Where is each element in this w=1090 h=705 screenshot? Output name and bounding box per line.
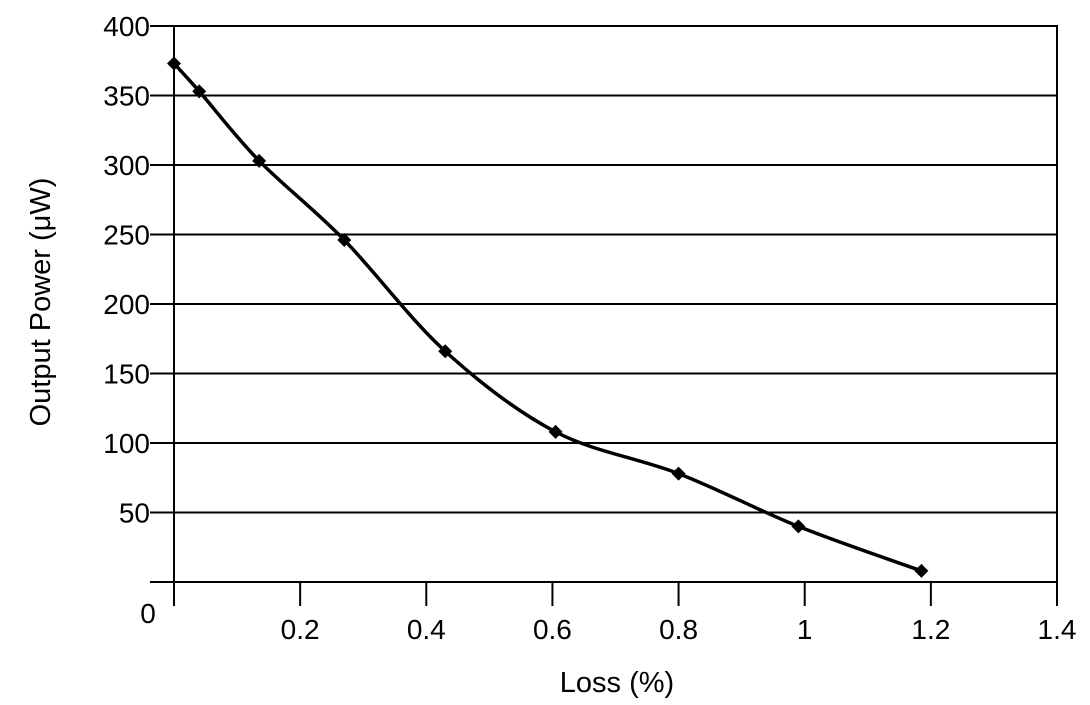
tick-labels: 50 100 150 200 250 300 350 400 0.2 0.4 0.6 0.8 1 1.2 1… [103,11,1076,645]
data-point-0 [167,56,181,71]
x-axis-title: Loss (%) [560,667,674,699]
x-tick-label-0.4: 0.4 [407,614,446,645]
data-point-5 [548,424,563,439]
data-point-4 [438,344,453,359]
x-tick-label-1: 1 [797,614,813,645]
series-0-line [172,62,922,573]
series-line [172,62,922,573]
y-tick-label-350: 350 [103,81,150,112]
data-point-6 [671,466,686,481]
x-tick-label-0.2: 0.2 [281,614,320,645]
origin-tick-label: 0 [140,598,156,629]
y-tick-label-400: 400 [103,11,150,42]
y-tick-label-50: 50 [119,498,150,529]
y-tick-label-150: 150 [103,359,150,390]
y-tick-label-100: 100 [103,428,150,459]
axes [150,25,1058,606]
x-tick-label-0.8: 0.8 [659,614,698,645]
y-tick-label-250: 250 [103,220,150,251]
y-tick-label-200: 200 [103,289,150,320]
data-markers [167,56,929,578]
y-tick-label-300: 300 [103,150,150,181]
data-point-1 [192,84,207,99]
data-point-8 [914,563,929,578]
x-tick-label-1.4: 1.4 [1038,614,1077,645]
data-point-2 [252,153,267,168]
horizontal-gridlines [174,25,1057,514]
y-axis-title: Output Power (μW) [25,178,57,427]
data-point-7 [791,519,806,534]
x-tick-label-1.2: 1.2 [911,614,950,645]
x-tick-label-0.6: 0.6 [533,614,572,645]
data-point-3 [337,233,352,248]
